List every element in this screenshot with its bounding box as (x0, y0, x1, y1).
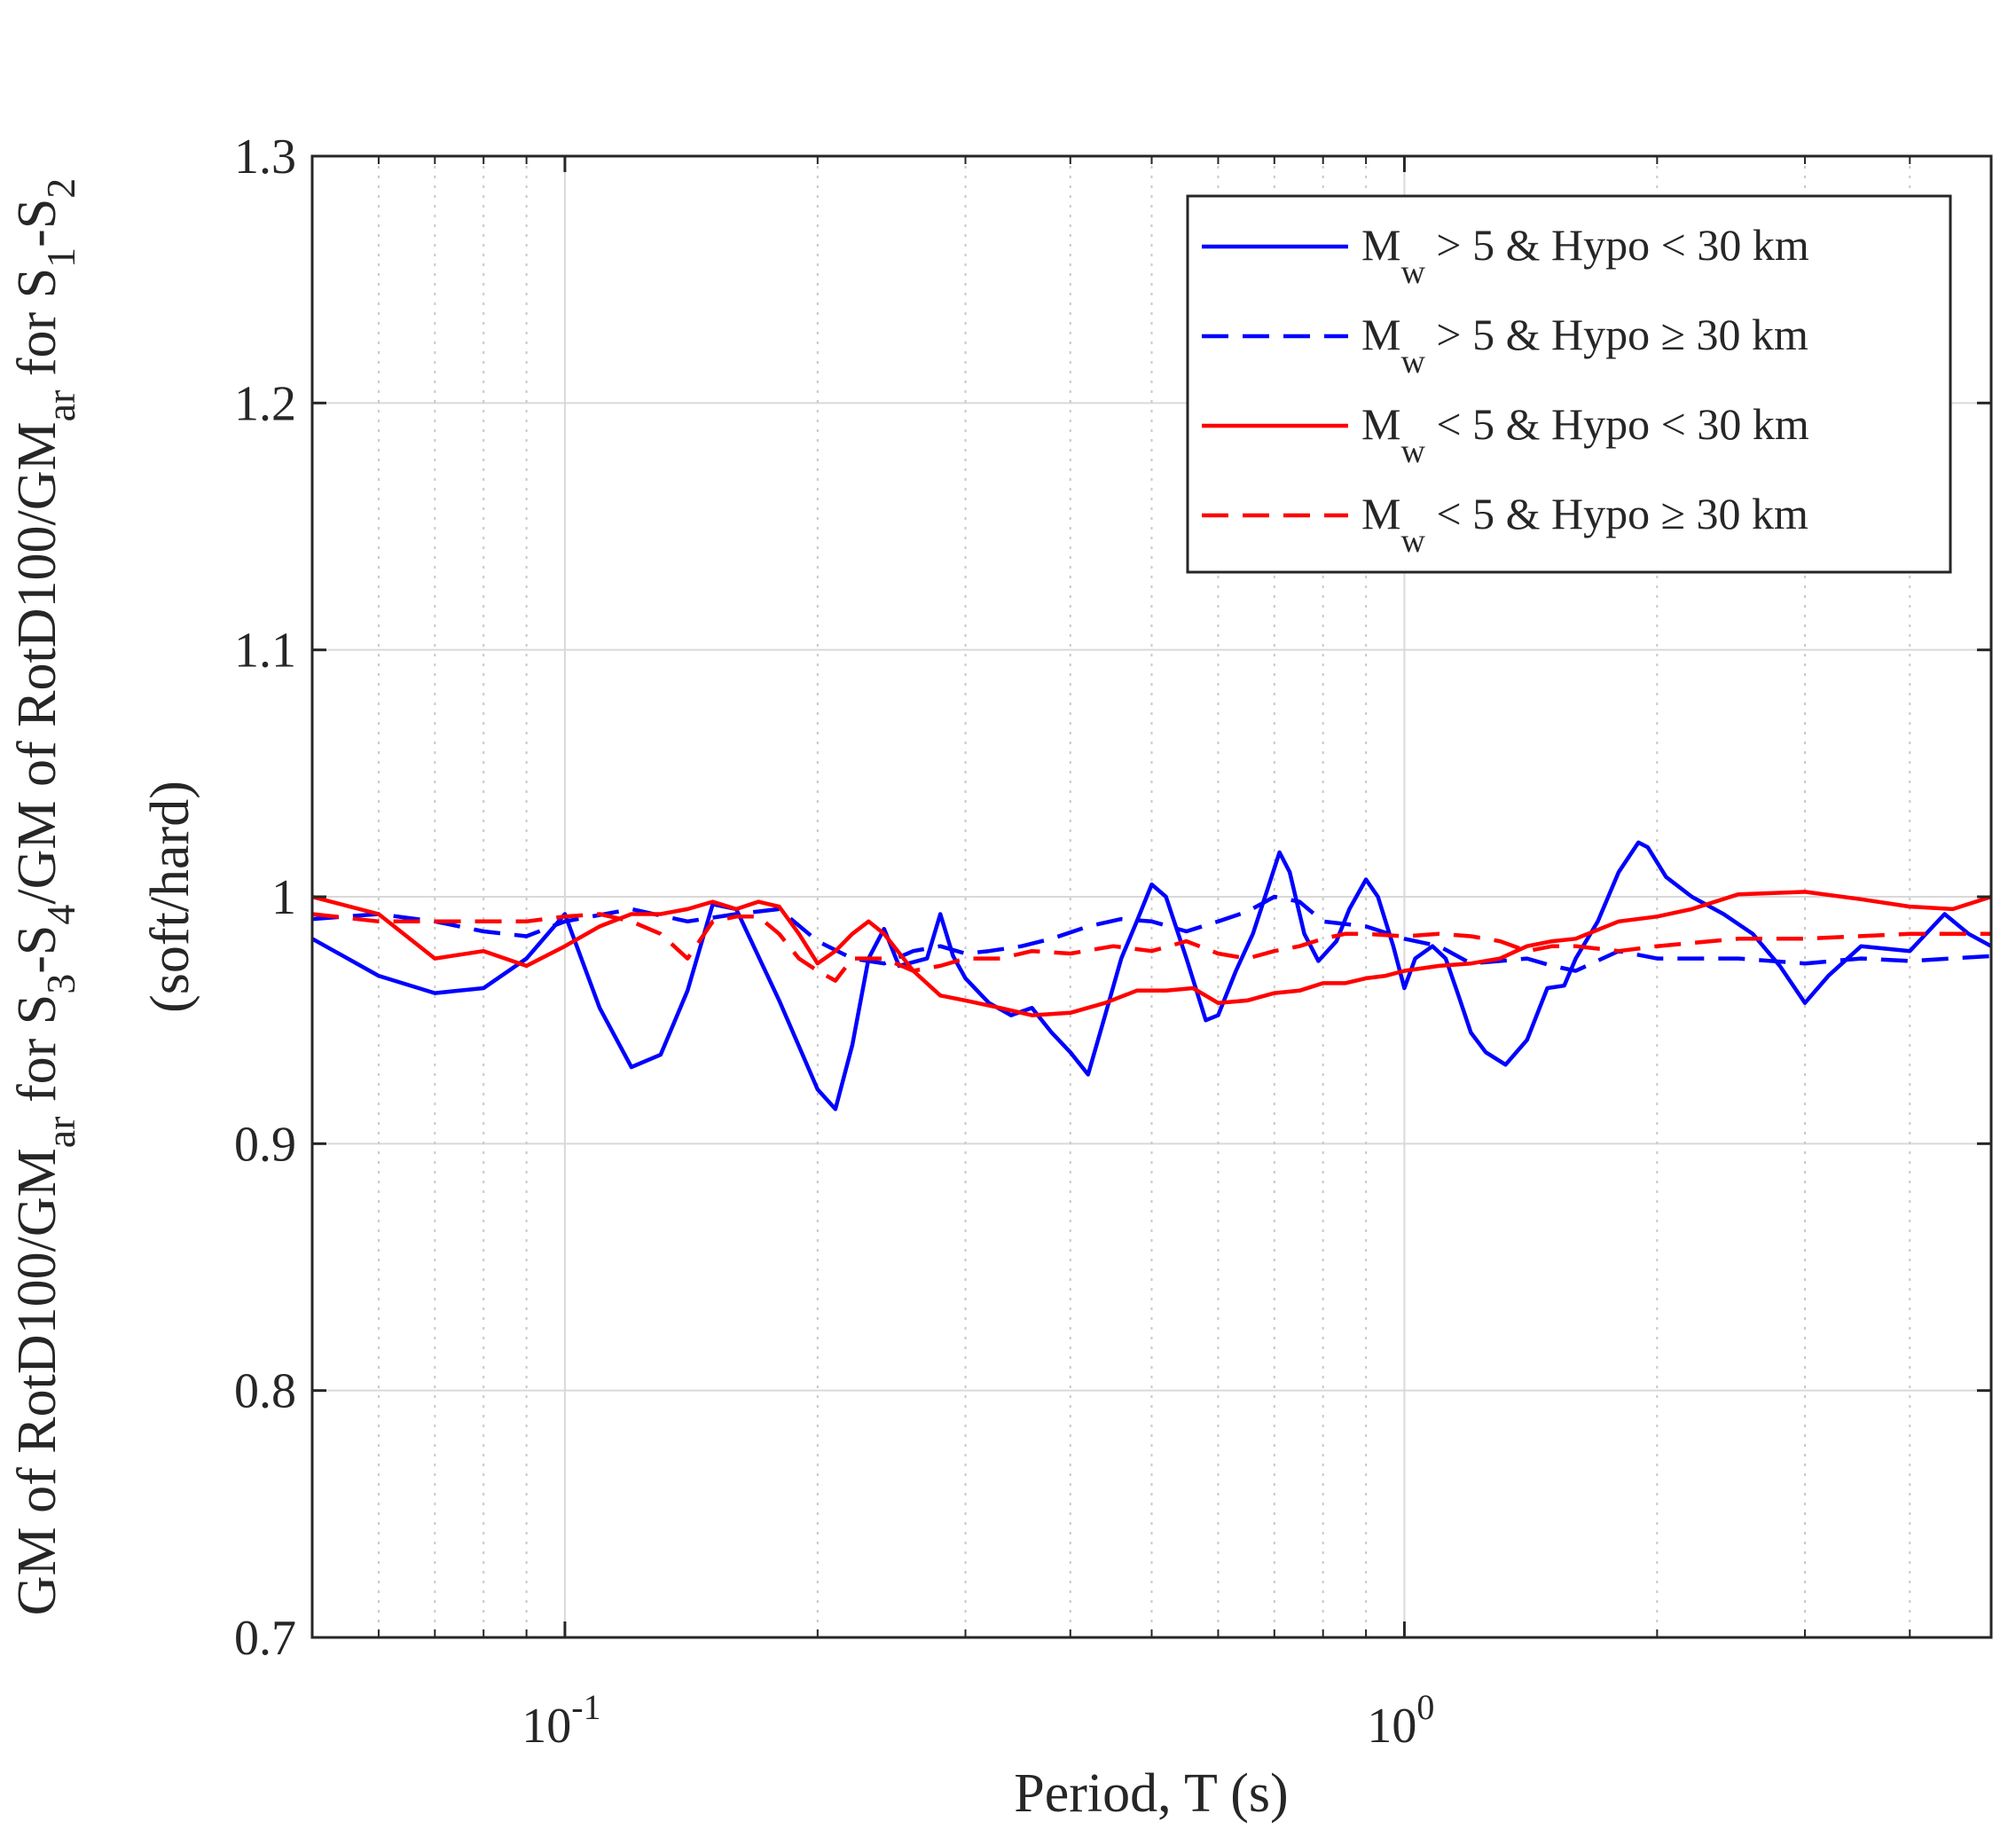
y-tick-labels: 0.7 0.8 0.9 1 1.1 1.2 1.3 (234, 130, 296, 1666)
series-line-1 (312, 840, 1991, 1111)
y-tick-label: 0.9 (234, 1117, 296, 1172)
y-axis-title-line2: (soft/hard) (140, 781, 200, 1013)
series-line-4 (312, 912, 1991, 983)
x-axis-title: Period, T (s) (1014, 1763, 1288, 1824)
y-tick-label: 1.1 (234, 624, 296, 679)
legend-label-3: Mw < 5 & Hypo < 30 km (1361, 399, 1809, 470)
legend: Mw > 5 & Hypo < 30 km Mw > 5 & Hypo ≥ 30 … (1186, 194, 1952, 574)
axis-ticks (311, 154, 1992, 1639)
series-line-3 (312, 890, 1991, 1017)
y-axis-title-line1: GM of RotD100/GMar for S3-S4/GM of RotD1… (7, 178, 83, 1616)
x-tick-label: 10-1 (522, 1687, 600, 1754)
legend-label-4: Mw < 5 & Hypo ≥ 30 km (1361, 489, 1808, 560)
y-tick-label: 1.3 (234, 130, 296, 184)
x-tick-labels: 10-1 100 (522, 1687, 1434, 1754)
legend-box (1186, 194, 1952, 574)
series-group (312, 840, 1991, 1111)
y-tick-label: 1.2 (234, 376, 296, 431)
legend-label-1: Mw > 5 & Hypo < 30 km (1361, 220, 1809, 291)
series-line-2 (312, 894, 1991, 973)
legend-label-2: Mw > 5 & Hypo ≥ 30 km (1361, 310, 1808, 381)
y-tick-label: 0.8 (234, 1364, 296, 1419)
y-tick-label: 0.7 (234, 1611, 296, 1666)
x-tick-label: 100 (1367, 1687, 1434, 1754)
y-tick-label: 1 (271, 870, 296, 925)
